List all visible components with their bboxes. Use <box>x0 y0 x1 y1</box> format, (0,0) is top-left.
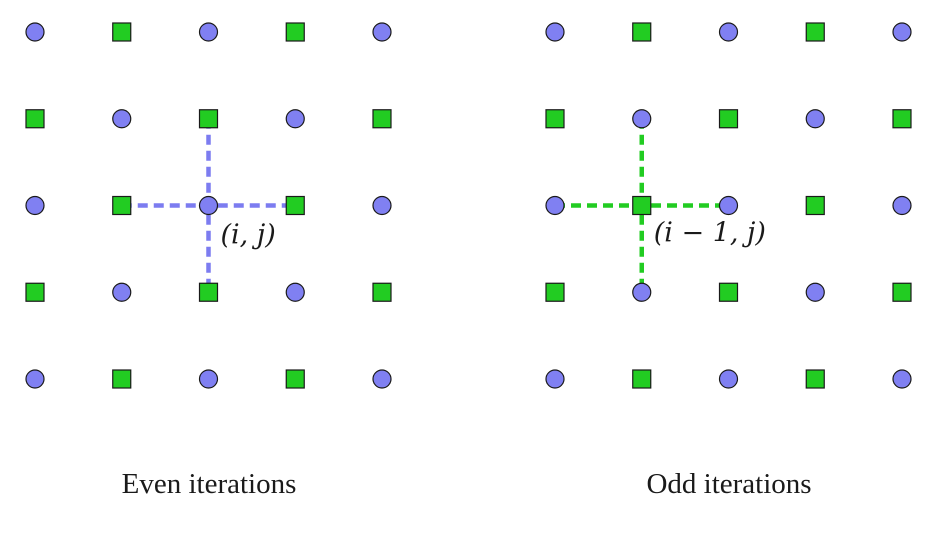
grid-node-circle <box>632 109 652 129</box>
grid-node-circle <box>25 22 45 42</box>
grid-node-square <box>25 282 45 302</box>
grid-node-circle <box>718 22 739 42</box>
grid-node-square <box>285 195 305 216</box>
grid-node-square <box>198 282 219 302</box>
grid-node-circle <box>545 22 565 42</box>
grid-node-square <box>718 109 739 129</box>
grid-node-circle <box>805 109 825 129</box>
grid-node-circle <box>198 22 219 42</box>
grid-node-square <box>805 22 825 42</box>
grid-node-square <box>25 109 45 129</box>
grid-node-square <box>892 109 912 129</box>
grid-node-square <box>545 282 565 302</box>
grid-node-square <box>805 195 825 216</box>
grid-node-square <box>285 22 305 42</box>
odd-iterations-caption: Odd iterations <box>646 468 812 500</box>
grid-node-square <box>545 109 565 129</box>
grid-node-circle <box>892 195 912 216</box>
grid-node-circle <box>112 282 132 302</box>
grid-node-circle <box>545 195 565 216</box>
grid-node-circle <box>632 282 652 302</box>
highlight-node-label: (i − 1, j) <box>654 218 766 249</box>
grid-node-square <box>198 109 219 129</box>
grid-node-square <box>372 282 392 302</box>
grid-node-square <box>892 282 912 302</box>
even-iterations-panel: (i, j) <box>25 22 392 389</box>
grid-node-square <box>632 195 652 216</box>
grid-node-circle <box>718 369 739 389</box>
grid-node-square <box>285 369 305 389</box>
grid-node-circle <box>25 369 45 389</box>
grid-node-circle <box>198 195 219 216</box>
grid-node-square <box>112 22 132 42</box>
grid-node-square <box>372 109 392 129</box>
grid-node-circle <box>285 109 305 129</box>
even-iterations-caption: Even iterations <box>121 468 297 500</box>
odd-iterations-panel: (i − 1, j) <box>545 22 912 389</box>
grid-node-circle <box>372 195 392 216</box>
grid-node-circle <box>545 369 565 389</box>
grid-node-circle <box>198 369 219 389</box>
grid-node-square <box>805 369 825 389</box>
grid-node-circle <box>372 22 392 42</box>
grid-node-square <box>112 369 132 389</box>
grid-node-square <box>632 22 652 42</box>
grid-node-square <box>112 195 132 216</box>
grid-node-circle <box>892 369 912 389</box>
grid-node-circle <box>892 22 912 42</box>
grid-node-circle <box>372 369 392 389</box>
grid-node-circle <box>112 109 132 129</box>
grid-node-circle <box>718 195 739 216</box>
grid-node-circle <box>805 282 825 302</box>
grid-node-square <box>632 369 652 389</box>
highlight-node-label: (i, j) <box>221 220 276 251</box>
grid-node-circle <box>285 282 305 302</box>
grid-node-square <box>718 282 739 302</box>
grid-node-circle <box>25 195 45 216</box>
